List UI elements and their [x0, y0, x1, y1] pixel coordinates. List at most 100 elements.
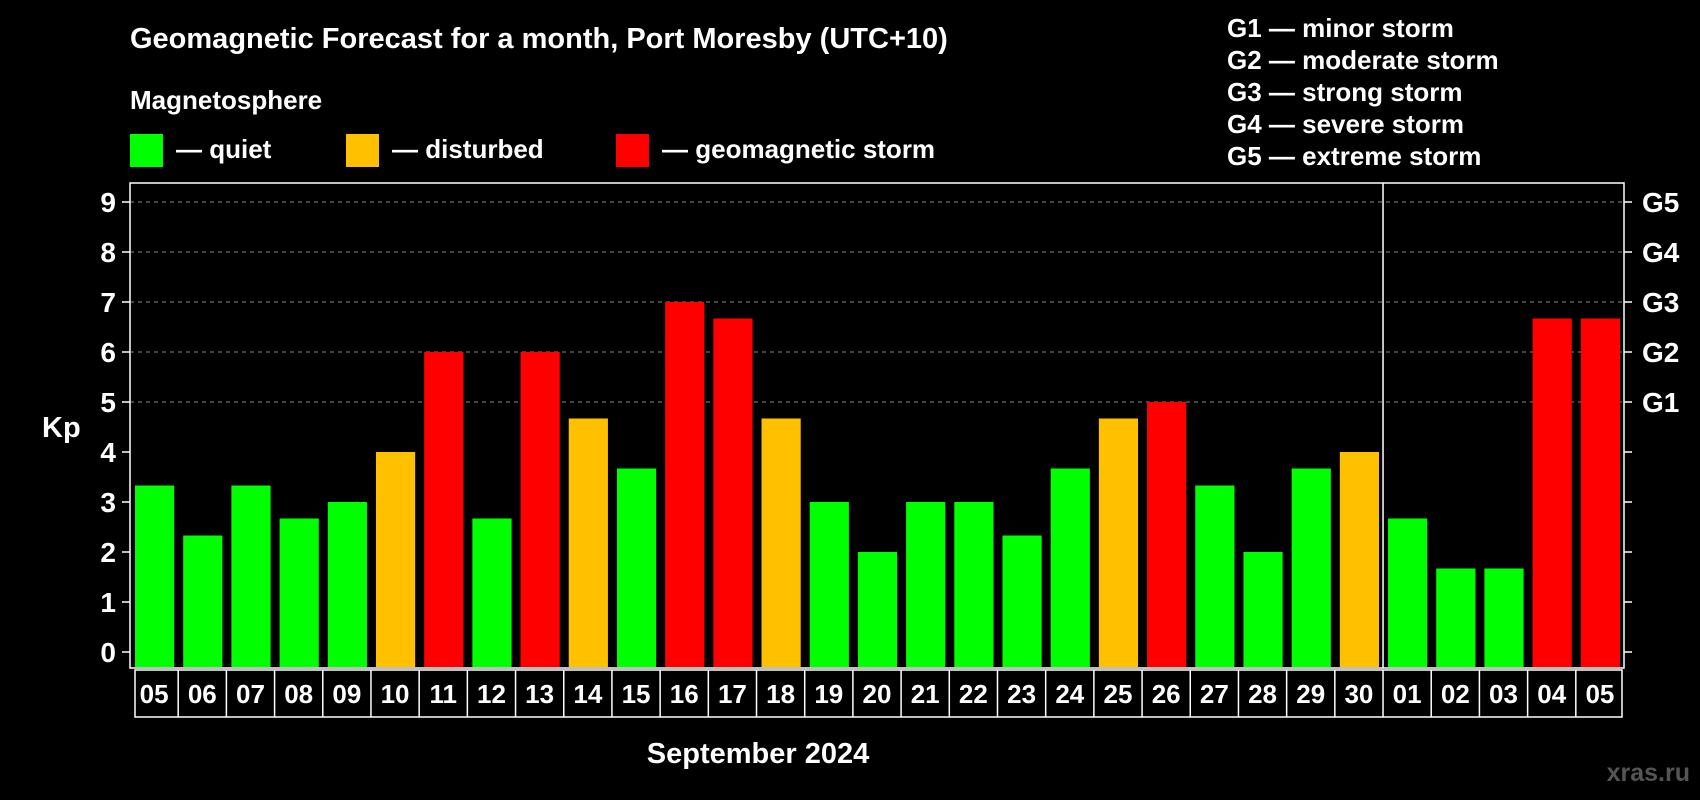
chart-title: Geomagnetic Forecast for a month, Port M… — [130, 23, 948, 55]
g-scale-item: G5 — extreme storm — [1227, 141, 1481, 171]
date-label: 24 — [1055, 679, 1084, 709]
date-label: 05 — [1585, 679, 1614, 709]
date-label: 18 — [766, 679, 795, 709]
date-label: 03 — [1489, 679, 1518, 709]
bar-27 — [1195, 485, 1235, 667]
legend: — quiet — disturbed — geomagnetic storm — [130, 134, 935, 167]
bar-22 — [954, 502, 994, 667]
date-label: 06 — [188, 679, 217, 709]
date-label: 19 — [814, 679, 843, 709]
bar-08 — [279, 518, 319, 667]
legend-label: — geomagnetic storm — [662, 134, 935, 164]
g-scale-item: G1 — minor storm — [1227, 13, 1454, 43]
date-label: 09 — [332, 679, 361, 709]
y-tick-label: 6 — [100, 337, 116, 368]
legend-swatch — [346, 134, 379, 167]
y-tick-label: 5 — [100, 387, 116, 418]
legend-swatch — [616, 134, 649, 167]
date-label: 01 — [1393, 679, 1422, 709]
bar-09 — [327, 502, 367, 667]
x-axis-date-boxes: 05 06 07 08 09 10 11 12 13 14 15 16 17 18 19 20 21 22 23 24… — [134, 669, 1623, 718]
bar-19 — [809, 502, 849, 667]
x-axis-label: September 2024 — [647, 738, 869, 770]
g-level-label: G2 — [1642, 337, 1679, 368]
g-scale-item: G2 — moderate storm — [1227, 45, 1499, 75]
date-label: 11 — [430, 679, 458, 709]
date-label: 30 — [1344, 679, 1373, 709]
g-level-label: G4 — [1642, 237, 1680, 268]
y-tick-label: 0 — [100, 637, 116, 668]
bar-14 — [568, 418, 608, 667]
y-tick-label: 3 — [100, 487, 116, 518]
bar-10 — [375, 452, 416, 667]
date-label: 23 — [1007, 679, 1036, 709]
right-g-axis: G1 G2 G3 G4 G5 — [1624, 187, 1680, 653]
date-label: 28 — [1248, 679, 1277, 709]
bar-29 — [1291, 468, 1331, 667]
bar-06 — [183, 535, 223, 667]
bar-15 — [616, 468, 657, 667]
bar-07 — [231, 485, 271, 667]
date-row-frame — [134, 669, 1623, 718]
bar-28 — [1243, 552, 1283, 667]
y-axis-label: Kp — [42, 412, 81, 444]
date-label: 17 — [718, 679, 747, 709]
watermark: xras.ru — [1607, 759, 1690, 787]
bar-01 — [1388, 518, 1428, 667]
bar-23 — [1002, 535, 1042, 667]
bar-30 — [1339, 452, 1380, 667]
date-label: 10 — [381, 679, 410, 709]
left-y-axis: 0 1 2 3 4 5 6 7 8 9 — [100, 187, 130, 668]
y-tick-label: 2 — [100, 537, 116, 568]
bar-13 — [520, 352, 560, 667]
date-label: 21 — [911, 679, 940, 709]
y-tick-label: 1 — [100, 587, 116, 618]
g-level-label: G3 — [1642, 287, 1679, 318]
bars — [135, 302, 1620, 667]
bar-05 — [1580, 318, 1620, 667]
date-label: 20 — [863, 679, 892, 709]
bar-21 — [906, 502, 946, 667]
bar-26 — [1147, 402, 1187, 667]
bar-05 — [135, 485, 175, 667]
bar-04 — [1532, 318, 1572, 667]
y-tick-label: 8 — [100, 237, 116, 268]
bar-16 — [665, 302, 705, 667]
date-label: 05 — [140, 679, 169, 709]
date-label: 29 — [1296, 679, 1325, 709]
plot-area — [129, 182, 1625, 669]
legend-label: — disturbed — [392, 134, 544, 164]
bar-24 — [1050, 468, 1090, 667]
bar-02 — [1436, 568, 1476, 667]
legend-swatch — [130, 134, 163, 167]
date-label: 13 — [525, 679, 554, 709]
legend-label: — quiet — [176, 134, 272, 164]
bar-12 — [472, 518, 512, 667]
bar-03 — [1484, 568, 1524, 667]
date-label: 04 — [1537, 679, 1566, 709]
g-level-label: G5 — [1642, 187, 1679, 218]
date-label: 22 — [959, 679, 988, 709]
y-tick-label: 9 — [100, 187, 116, 218]
bar-11 — [424, 352, 464, 667]
date-label: 14 — [573, 679, 602, 709]
g-scale-item: G4 — severe storm — [1227, 109, 1464, 139]
date-label: 15 — [622, 679, 651, 709]
y-tick-label: 4 — [100, 437, 116, 468]
bar-17 — [713, 318, 753, 667]
y-tick-label: 7 — [100, 287, 116, 318]
date-label: 27 — [1200, 679, 1229, 709]
date-label: 16 — [670, 679, 699, 709]
bar-25 — [1098, 418, 1139, 667]
gridlines — [130, 201, 1624, 403]
legend-title: Magnetosphere — [130, 85, 322, 115]
bar-20 — [857, 552, 898, 667]
date-label: 26 — [1152, 679, 1181, 709]
g-level-label: G1 — [1642, 387, 1679, 418]
date-label: 07 — [236, 679, 265, 709]
date-label: 25 — [1104, 679, 1133, 709]
date-label: 02 — [1441, 679, 1470, 709]
date-label: 08 — [284, 679, 313, 709]
